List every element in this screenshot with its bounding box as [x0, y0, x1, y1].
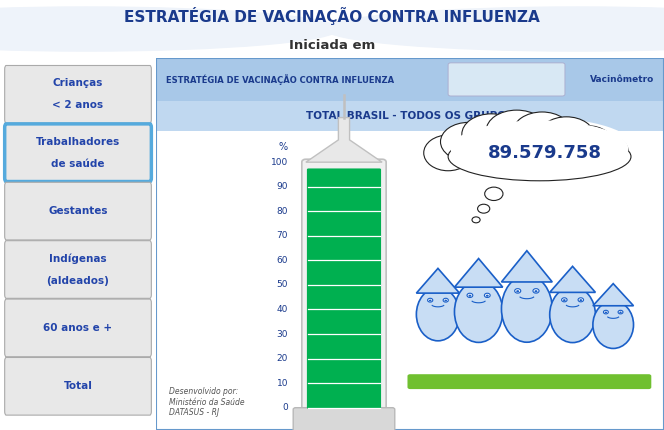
Circle shape: [443, 298, 448, 302]
Polygon shape: [306, 117, 382, 162]
Ellipse shape: [550, 287, 596, 343]
Ellipse shape: [539, 117, 594, 156]
Text: Desenvolvido por:
Ministério da Saúde
DATASUS - RJ: Desenvolvido por: Ministério da Saúde DA…: [169, 387, 244, 417]
Text: Vacinômetro: Vacinômetro: [590, 75, 654, 84]
Text: TOTAL BRASIL - TODOS OS GRUPOS: TOTAL BRASIL - TODOS OS GRUPOS: [306, 111, 514, 121]
FancyBboxPatch shape: [307, 169, 381, 409]
Circle shape: [620, 311, 622, 313]
Circle shape: [578, 298, 584, 302]
FancyBboxPatch shape: [5, 65, 151, 123]
Circle shape: [477, 204, 490, 213]
FancyBboxPatch shape: [302, 159, 386, 411]
Text: 100: 100: [271, 158, 288, 167]
Text: de saúde: de saúde: [51, 159, 105, 169]
Ellipse shape: [462, 114, 521, 155]
Circle shape: [486, 295, 489, 297]
Text: Gestantes: Gestantes: [48, 206, 108, 216]
Text: 0: 0: [282, 403, 288, 412]
Circle shape: [484, 293, 490, 298]
Text: %: %: [279, 142, 288, 152]
Text: Trabalhadores: Trabalhadores: [36, 137, 120, 147]
Circle shape: [325, 7, 664, 51]
Text: 40: 40: [277, 305, 288, 314]
Text: Iniciada em: Iniciada em: [289, 39, 375, 52]
Ellipse shape: [501, 275, 552, 342]
FancyBboxPatch shape: [5, 241, 151, 298]
FancyBboxPatch shape: [5, 182, 151, 240]
Text: 60: 60: [277, 256, 288, 265]
Circle shape: [428, 298, 433, 302]
Circle shape: [562, 298, 567, 302]
Circle shape: [580, 299, 582, 301]
FancyBboxPatch shape: [408, 374, 651, 389]
Ellipse shape: [424, 135, 473, 171]
FancyBboxPatch shape: [5, 124, 151, 181]
Text: 20: 20: [277, 354, 288, 363]
Circle shape: [429, 300, 432, 301]
Ellipse shape: [593, 301, 633, 348]
Text: ESTRATÉGIA DE VACINAÇÃO CONTRA INFLUENZA: ESTRATÉGIA DE VACINAÇÃO CONTRA INFLUENZA: [166, 74, 394, 85]
Text: ESTRATÉGIA DE VACINAÇÃO CONTRA INFLUENZA: ESTRATÉGIA DE VACINAÇÃO CONTRA INFLUENZA: [124, 7, 540, 25]
Circle shape: [533, 289, 539, 293]
Text: 60 anos e +: 60 anos e +: [43, 323, 113, 333]
Ellipse shape: [583, 136, 628, 168]
Polygon shape: [550, 266, 596, 292]
Ellipse shape: [513, 112, 572, 153]
Circle shape: [604, 310, 608, 314]
Text: < 2 anos: < 2 anos: [52, 101, 104, 111]
Ellipse shape: [443, 117, 636, 181]
Text: Indígenas: Indígenas: [49, 253, 107, 264]
Bar: [156, 58, 664, 101]
Circle shape: [444, 300, 447, 301]
Text: 30: 30: [277, 329, 288, 338]
Circle shape: [618, 310, 623, 314]
Ellipse shape: [440, 123, 497, 161]
Ellipse shape: [451, 120, 628, 178]
Circle shape: [469, 295, 471, 297]
Text: 70: 70: [277, 231, 288, 240]
Ellipse shape: [486, 110, 547, 151]
Circle shape: [516, 290, 519, 292]
Circle shape: [605, 311, 607, 313]
Ellipse shape: [454, 281, 503, 342]
FancyBboxPatch shape: [448, 63, 565, 96]
FancyBboxPatch shape: [293, 408, 395, 430]
Text: Total: Total: [64, 381, 92, 391]
Text: 10: 10: [277, 379, 288, 387]
Circle shape: [485, 187, 503, 200]
Circle shape: [0, 7, 339, 51]
Circle shape: [472, 217, 480, 223]
Polygon shape: [454, 258, 503, 287]
Polygon shape: [501, 251, 552, 282]
FancyBboxPatch shape: [5, 357, 151, 415]
Circle shape: [535, 290, 538, 292]
Circle shape: [467, 293, 473, 298]
Text: Crianças: Crianças: [53, 78, 103, 88]
Polygon shape: [593, 284, 633, 306]
Ellipse shape: [416, 288, 459, 341]
Text: (aldeados): (aldeados): [46, 276, 110, 286]
Polygon shape: [416, 268, 459, 293]
Circle shape: [563, 299, 566, 301]
Text: 89.579.758: 89.579.758: [487, 144, 602, 162]
Text: 90: 90: [277, 182, 288, 191]
Text: 80: 80: [277, 207, 288, 216]
Bar: [156, 101, 664, 131]
FancyBboxPatch shape: [5, 299, 151, 357]
Text: 50: 50: [277, 280, 288, 289]
Ellipse shape: [448, 132, 631, 181]
Ellipse shape: [562, 126, 614, 161]
Circle shape: [515, 289, 521, 293]
